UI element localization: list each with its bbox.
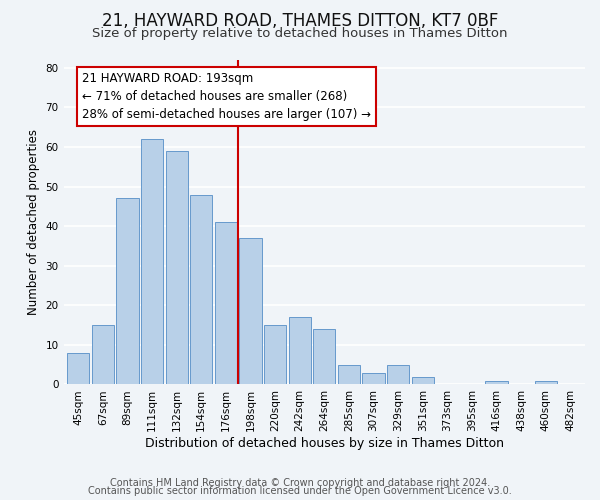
Text: Contains public sector information licensed under the Open Government Licence v3: Contains public sector information licen… <box>88 486 512 496</box>
Bar <box>166 151 188 384</box>
Text: 21, HAYWARD ROAD, THAMES DITTON, KT7 0BF: 21, HAYWARD ROAD, THAMES DITTON, KT7 0BF <box>102 12 498 30</box>
Bar <box>387 364 409 384</box>
Bar <box>264 325 286 384</box>
Bar <box>313 329 335 384</box>
Bar <box>362 372 385 384</box>
Bar <box>116 198 139 384</box>
Bar <box>239 238 262 384</box>
Bar <box>338 364 360 384</box>
Bar <box>67 353 89 384</box>
Bar <box>215 222 237 384</box>
Text: 21 HAYWARD ROAD: 193sqm
← 71% of detached houses are smaller (268)
28% of semi-d: 21 HAYWARD ROAD: 193sqm ← 71% of detache… <box>82 72 371 121</box>
Text: Size of property relative to detached houses in Thames Ditton: Size of property relative to detached ho… <box>92 28 508 40</box>
Bar <box>92 325 114 384</box>
X-axis label: Distribution of detached houses by size in Thames Ditton: Distribution of detached houses by size … <box>145 437 504 450</box>
Bar <box>289 317 311 384</box>
Y-axis label: Number of detached properties: Number of detached properties <box>27 129 40 315</box>
Bar <box>535 380 557 384</box>
Bar <box>485 380 508 384</box>
Bar <box>190 194 212 384</box>
Text: Contains HM Land Registry data © Crown copyright and database right 2024.: Contains HM Land Registry data © Crown c… <box>110 478 490 488</box>
Bar <box>412 376 434 384</box>
Bar <box>141 139 163 384</box>
